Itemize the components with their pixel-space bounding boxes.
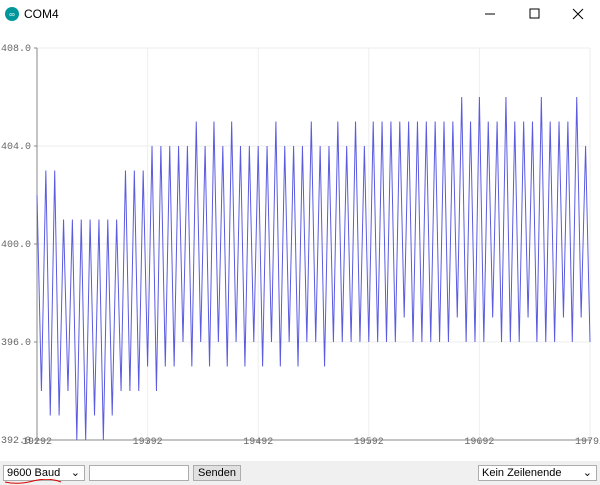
title-bar: ∞ COM4 xyxy=(0,0,600,30)
maximize-button[interactable] xyxy=(529,8,540,19)
send-label: Senden xyxy=(198,467,236,479)
x-tick-label: 19692 xyxy=(464,437,494,448)
underline xyxy=(4,479,62,484)
close-button[interactable] xyxy=(572,8,584,20)
send-button[interactable]: Senden xyxy=(193,465,241,481)
line-ending-label: Kein Zeilenende xyxy=(482,467,562,479)
window-controls[interactable] xyxy=(460,0,600,30)
baud-select[interactable]: 9600 Baud ⌄ xyxy=(3,465,85,481)
bottom-bar: 9600 Baud ⌄ Senden Kein Zeilenende ⌄ xyxy=(0,461,600,485)
app-icon: ∞ xyxy=(5,7,19,21)
plot: 392.0 396.0 400.0 404.0 408.0 19292 19392 19492… xyxy=(1,44,600,448)
x-tick-label: 19592 xyxy=(354,437,384,448)
x-tick-label: 19492 xyxy=(243,437,273,448)
y-tick-label: 392.0 xyxy=(1,436,31,447)
y-tick-label: 400.0 xyxy=(1,240,31,251)
svg-text:∞: ∞ xyxy=(9,10,15,19)
data-line xyxy=(36,96,591,441)
y-tick-label: 396.0 xyxy=(1,338,31,349)
line-ending-select[interactable]: Kein Zeilenende ⌄ xyxy=(478,465,597,481)
baud-label: 9600 Baud xyxy=(7,467,61,479)
y-tick-label: 408.0 xyxy=(1,44,31,55)
dropdown-arrow: ⌄ xyxy=(582,467,592,479)
window-title: COM4 xyxy=(24,7,59,21)
x-tick-label: 19392 xyxy=(133,437,163,448)
dropdown-arrow: ⌄ xyxy=(70,467,80,479)
y-tick-label: 404.0 xyxy=(1,142,31,153)
x-tick-label: 19292 xyxy=(22,437,52,448)
x-tick-label: 19792 xyxy=(575,437,600,448)
send-input[interactable] xyxy=(89,465,189,481)
